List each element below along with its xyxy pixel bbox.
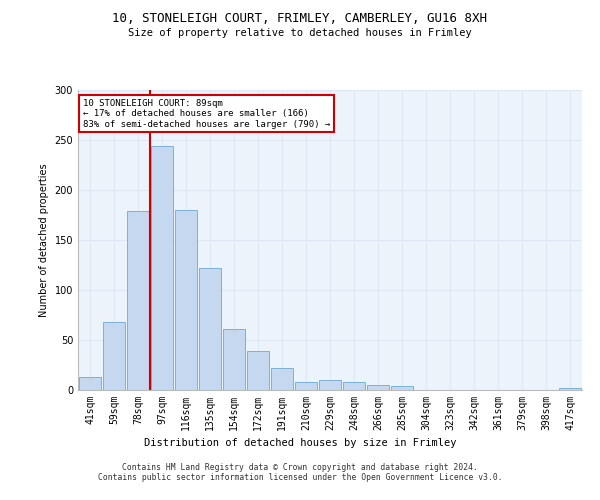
Bar [559, 388, 581, 390]
Text: 10 STONELEIGH COURT: 89sqm
← 17% of detached houses are smaller (166)
83% of sem: 10 STONELEIGH COURT: 89sqm ← 17% of deta… [83, 99, 330, 129]
Bar [319, 380, 341, 390]
Bar [295, 382, 317, 390]
Bar [79, 377, 101, 390]
Bar [223, 329, 245, 390]
Y-axis label: Number of detached properties: Number of detached properties [39, 163, 49, 317]
Text: 10, STONELEIGH COURT, FRIMLEY, CAMBERLEY, GU16 8XH: 10, STONELEIGH COURT, FRIMLEY, CAMBERLEY… [113, 12, 487, 26]
Bar [127, 211, 149, 390]
Bar [175, 210, 197, 390]
Bar [343, 382, 365, 390]
Bar [391, 386, 413, 390]
Bar [151, 146, 173, 390]
Text: Size of property relative to detached houses in Frimley: Size of property relative to detached ho… [128, 28, 472, 38]
Bar [367, 385, 389, 390]
Text: Distribution of detached houses by size in Frimley: Distribution of detached houses by size … [144, 438, 456, 448]
Bar [103, 322, 125, 390]
Bar [199, 268, 221, 390]
Bar [247, 351, 269, 390]
Bar [271, 368, 293, 390]
Text: Contains HM Land Registry data © Crown copyright and database right 2024.
Contai: Contains HM Land Registry data © Crown c… [98, 463, 502, 482]
